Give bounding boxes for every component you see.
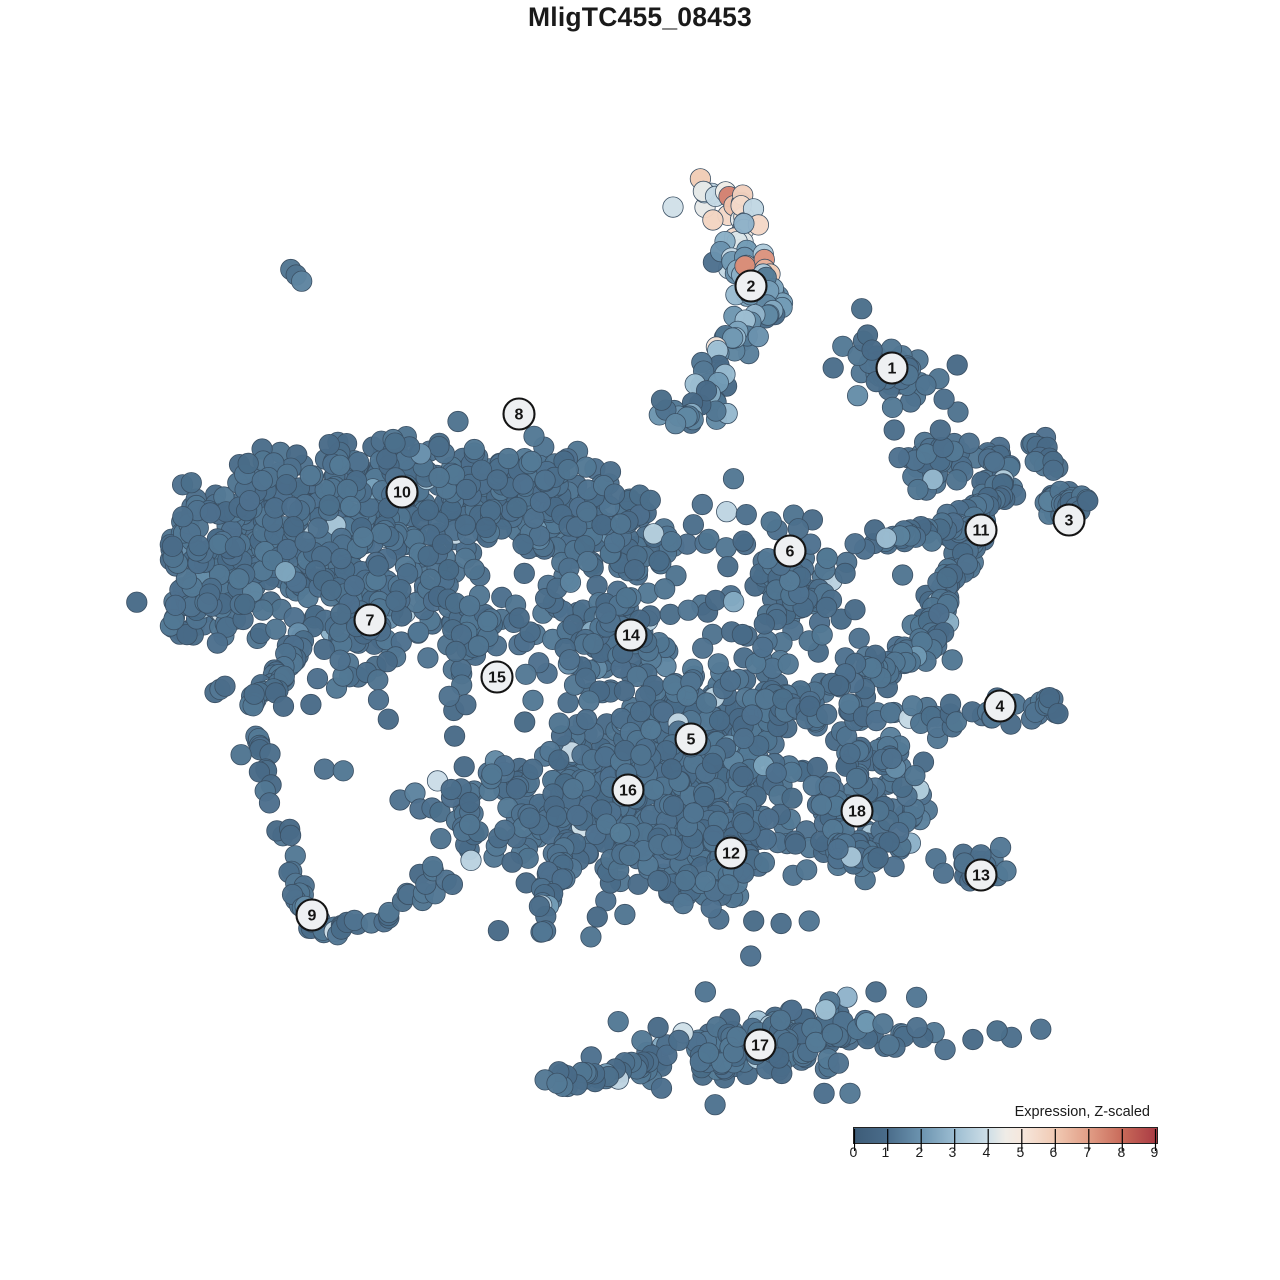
svg-text:6: 6	[786, 544, 795, 561]
svg-text:11: 11	[973, 523, 990, 540]
svg-text:17: 17	[751, 1038, 769, 1055]
svg-text:14: 14	[622, 628, 640, 645]
svg-text:10: 10	[393, 485, 411, 502]
svg-text:2: 2	[747, 279, 756, 296]
svg-text:7: 7	[366, 613, 375, 630]
svg-text:13: 13	[972, 868, 990, 885]
svg-text:8: 8	[515, 407, 524, 424]
svg-text:12: 12	[722, 846, 740, 863]
svg-text:15: 15	[488, 670, 506, 687]
svg-text:9: 9	[308, 908, 317, 925]
svg-text:4: 4	[996, 699, 1005, 716]
svg-text:3: 3	[1065, 513, 1074, 530]
svg-text:1: 1	[888, 361, 897, 378]
svg-text:5: 5	[687, 732, 696, 749]
svg-text:18: 18	[848, 804, 866, 821]
svg-text:16: 16	[619, 783, 637, 800]
